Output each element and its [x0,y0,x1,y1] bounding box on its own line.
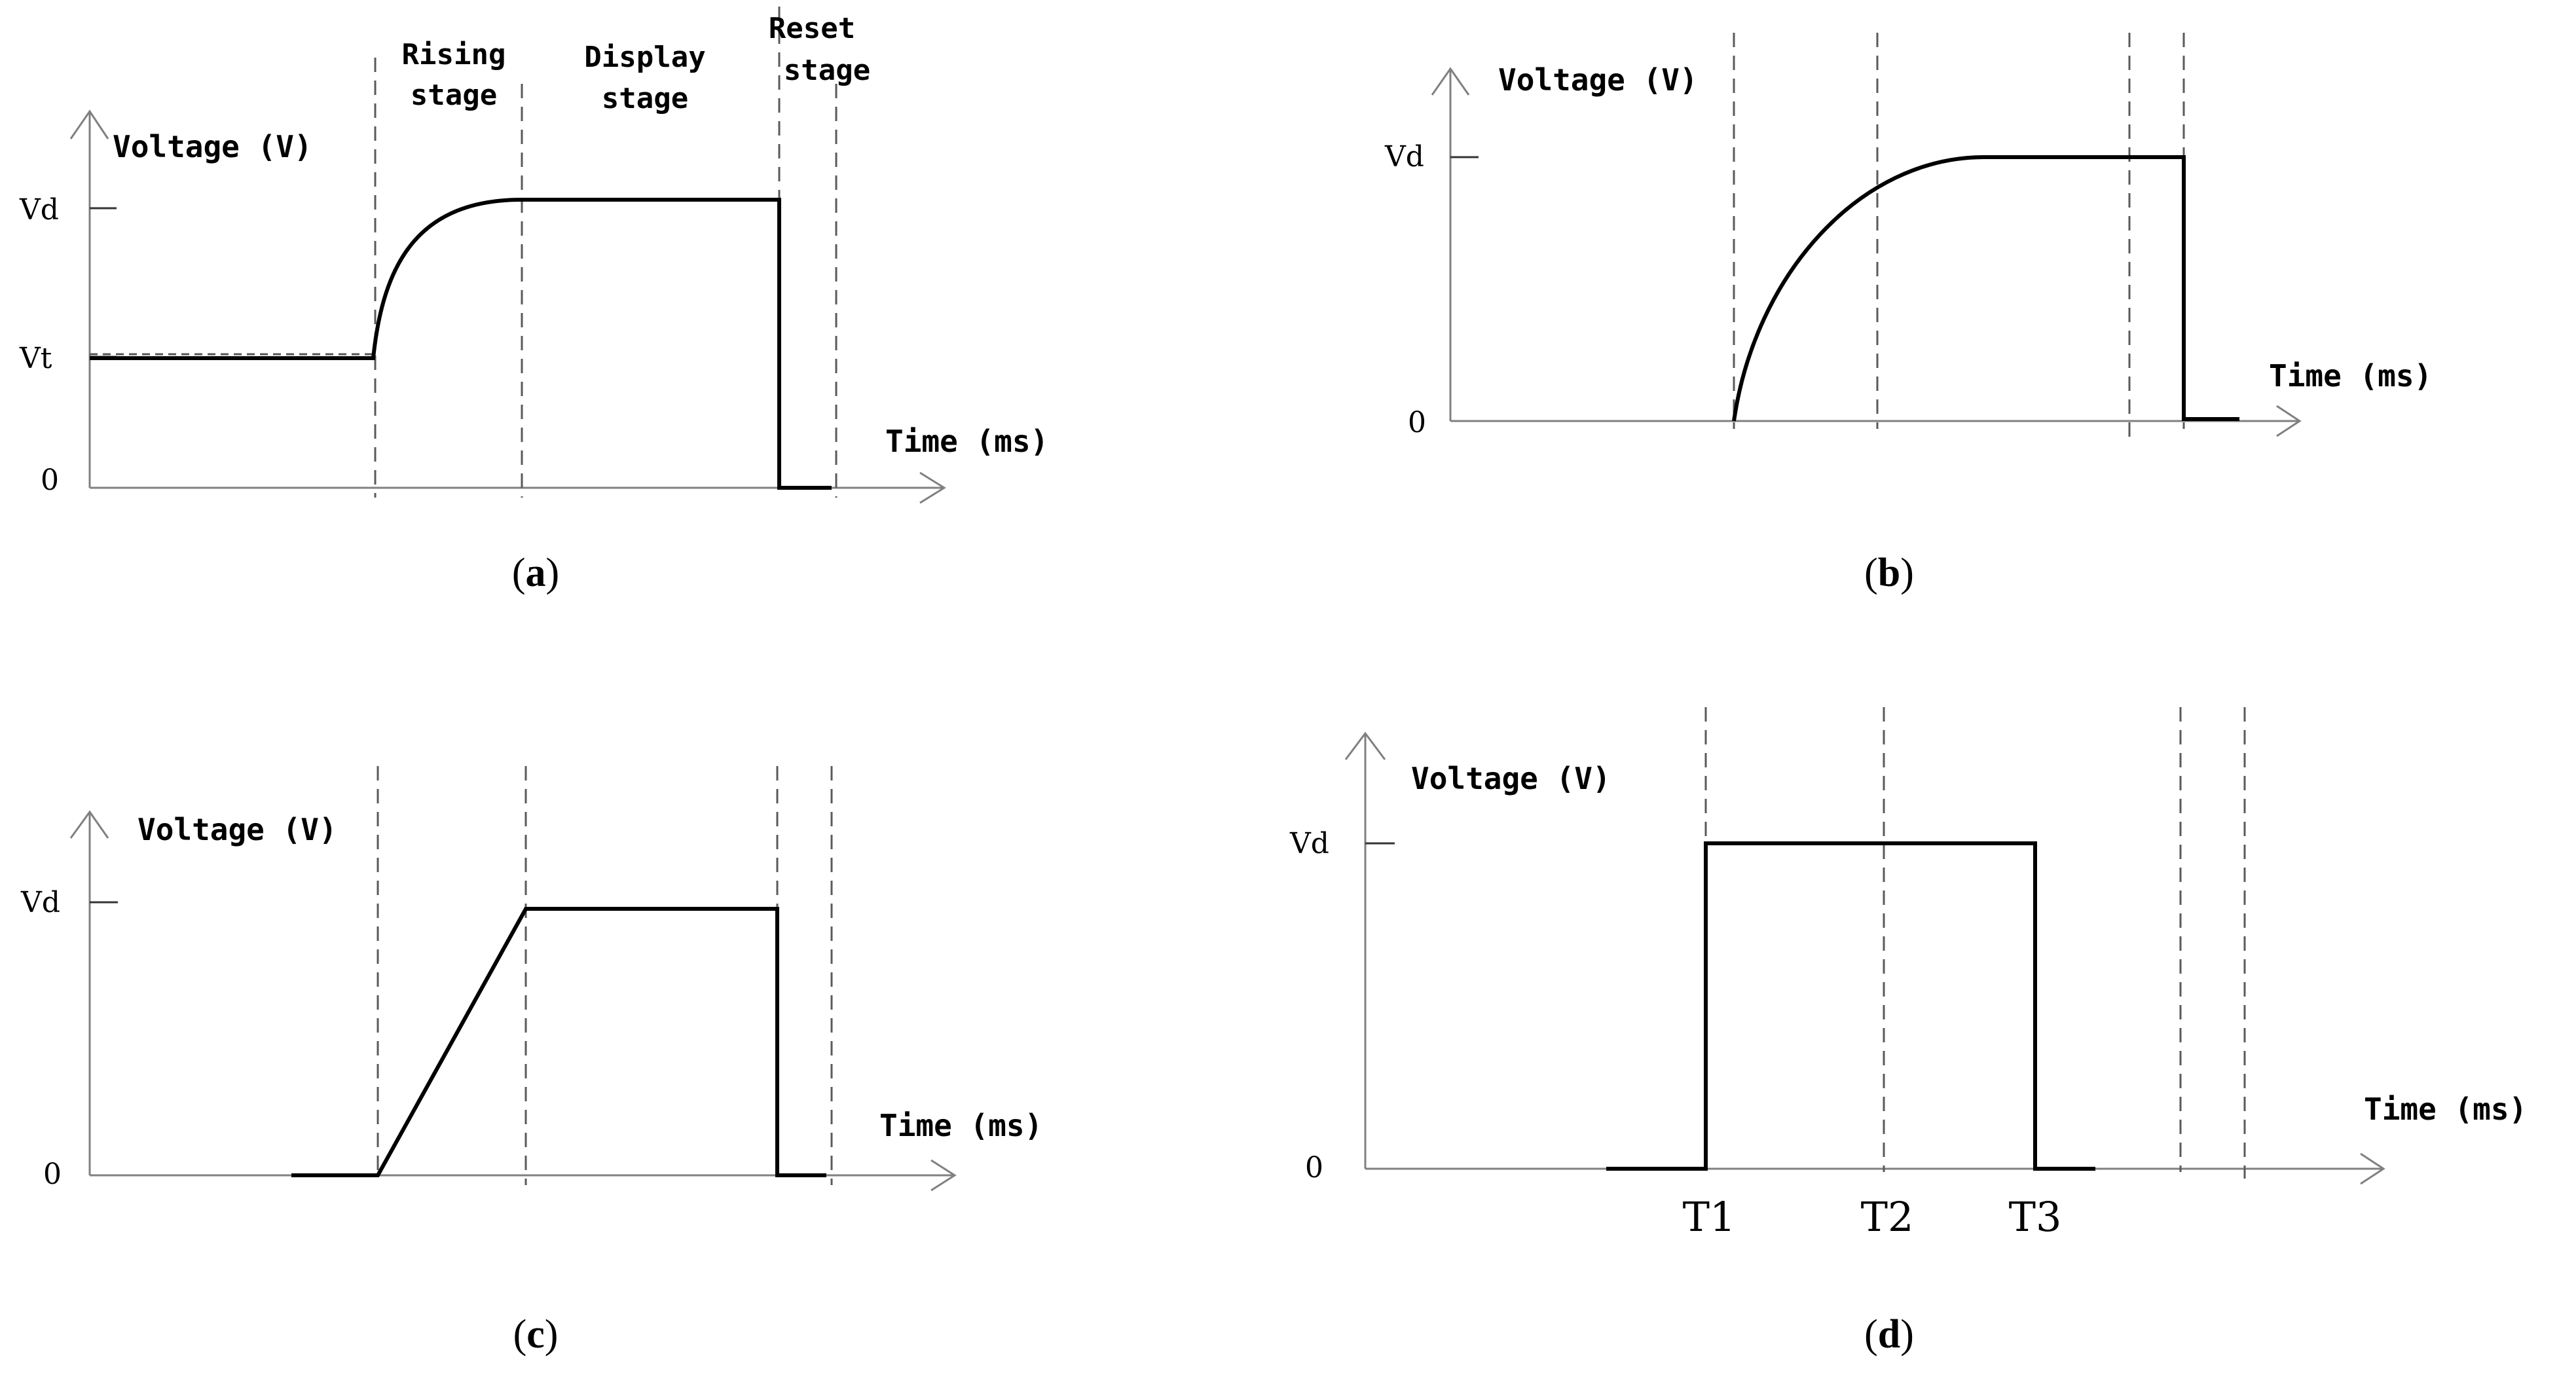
panel-d-waveform [1606,841,2095,1171]
panel-a-tick-label-0: 0 [41,464,59,497]
panel-a-caption: (a) [512,551,559,595]
panel-c-xlabel: Time (ms) [879,1108,1042,1143]
panel-d-tick-label-vd: Vd [1289,827,1329,860]
panel-d-x-label-t3: T3 [2009,1193,2062,1241]
panel-d-x-label-t1: T1 [1683,1193,1736,1241]
panel-a: Voltage (V) Time (ms) Vd Vt 0 Rising sta… [19,7,1048,595]
panel-a-stage-rising-1: Rising [402,38,506,71]
panel-d-caption: (d) [1864,1312,1914,1357]
panel-c-tick-label-0: 0 [43,1158,62,1191]
panel-b-tick-label-0: 0 [1408,406,1426,439]
panel-a-waveform [90,198,832,490]
panel-d: Voltage (V) Time (ms) Vd 0 T1 T2 T3 (d) [1289,707,2527,1357]
panel-c-waveform [291,907,826,1177]
panel-d-x-axis [1365,1152,2385,1185]
panel-b-waveform [1732,155,2239,422]
panel-b-xlabel: Time (ms) [2269,358,2432,394]
panel-a-ylabel: Voltage (V) [113,129,312,164]
panel-a-tick-label-vt: Vt [19,342,52,375]
panel-d-ylabel: Voltage (V) [1411,761,1611,796]
panel-a-y-axis [69,109,109,488]
panel-d-x-label-t2: T2 [1861,1193,1914,1241]
panel-c-y-axis [69,810,109,1175]
panel-c-caption: (c) [513,1312,559,1357]
panel-b-y-axis [1431,67,1470,421]
panel-b: Voltage (V) Time (ms) Vd 0 (b) [1384,33,2432,595]
panel-a-stage-reset-2: stage [784,54,870,87]
panel-b-caption: (b) [1864,551,1914,595]
panel-c-ylabel: Voltage (V) [138,812,337,847]
panel-c: Voltage (V) Time (ms) Vd 0 (c) [20,766,1042,1357]
panel-a-xlabel: Time (ms) [885,424,1048,459]
panel-b-x-axis [1450,405,2302,437]
panel-d-y-axis [1344,731,1386,1169]
panel-a-tick-label-vd: Vd [19,193,59,227]
panel-a-stage-reset-1: Reset [769,12,855,45]
panel-b-ylabel: Voltage (V) [1498,62,1698,98]
panel-c-tick-label-vd: Vd [20,886,60,919]
panel-d-tick-label-0: 0 [1305,1151,1323,1184]
panel-b-tick-label-vd: Vd [1384,140,1424,174]
panel-a-stage-rising-2: stage [411,79,497,112]
panel-a-stage-display-2: stage [602,82,688,115]
panel-d-xlabel: Time (ms) [2364,1091,2527,1127]
panel-a-stage-display-1: Display [584,41,705,74]
